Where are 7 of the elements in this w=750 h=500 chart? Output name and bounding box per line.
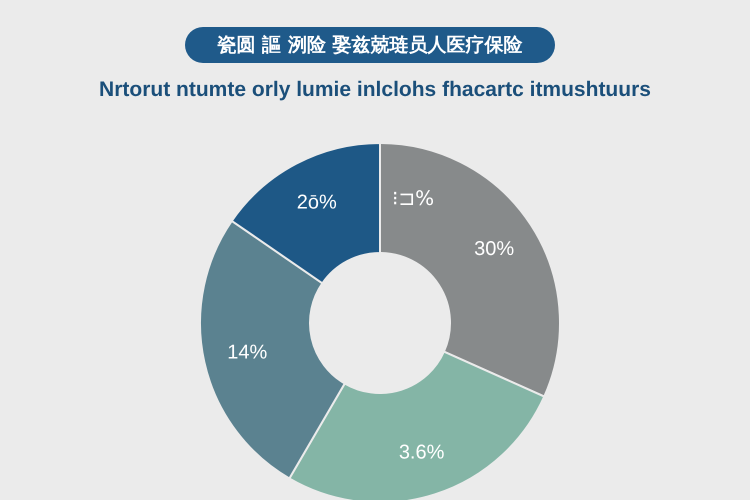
text: 30% — [474, 238, 514, 260]
text: 3.6% — [398, 441, 445, 464]
text: ⁝⊐% — [392, 186, 434, 210]
chart-subtitle: Nrtorut ntumte orly lumie inlclohs fhacartc itmushtuurs — [98, 78, 652, 102]
chart-title: 瓷圆 謳 洌险 娶兹兢琏员人医疗保险 — [185, 27, 555, 63]
text: 2ō% — [296, 192, 337, 214]
text: 14% — [227, 342, 268, 364]
